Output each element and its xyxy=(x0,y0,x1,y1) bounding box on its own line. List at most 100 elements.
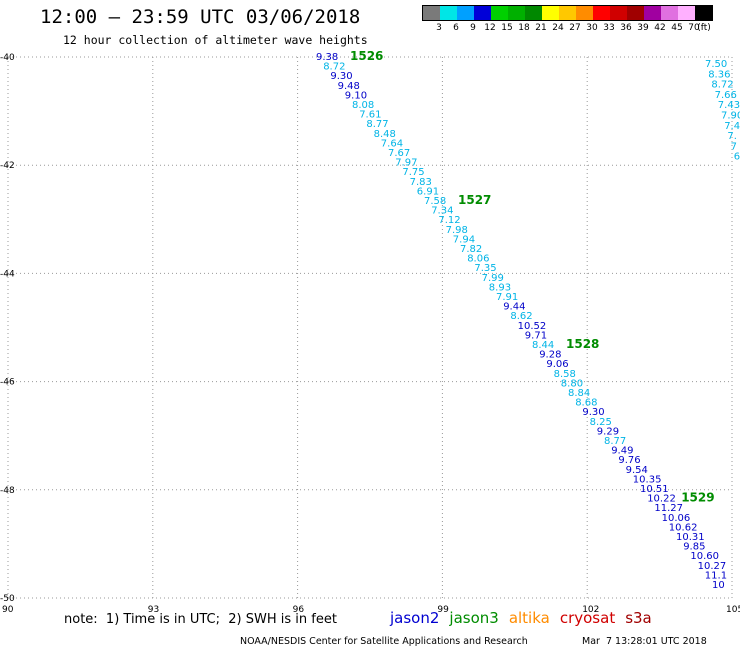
mission-label: cryosat xyxy=(559,609,616,627)
wave-height-value: 7. xyxy=(727,131,737,142)
wave-height-value: 9.49 xyxy=(611,446,633,457)
satellite-track-east: 7.508.368.727.667.437.907.47.76 xyxy=(705,59,740,163)
legend-bin-label: 12 xyxy=(484,23,496,33)
wave-height-value: 10.06 xyxy=(662,513,691,524)
longitude-tick: 96 xyxy=(293,605,305,615)
pass-time-label: 1526 xyxy=(350,49,383,63)
wave-height-value: 10.22 xyxy=(647,494,676,505)
legend-swatch xyxy=(457,6,474,20)
wave-height-value: 9.10 xyxy=(345,90,367,101)
wave-height-value: 7.66 xyxy=(715,90,737,101)
wave-height-value: 7.67 xyxy=(388,148,410,159)
wave-height-value: 7.83 xyxy=(410,177,432,188)
legend-swatch xyxy=(593,6,610,20)
longitude-tick: 105 xyxy=(726,605,740,615)
footer-note: note: 1) Time is in UTC; 2) SWH is in fe… xyxy=(64,612,337,627)
footer-credit: NOAA/NESDIS Center for Satellite Applica… xyxy=(240,636,528,647)
wave-height-value: 7.90 xyxy=(721,111,740,122)
wave-height-value: 9.06 xyxy=(546,359,568,370)
wave-height-value: 8.36 xyxy=(708,69,730,80)
wave-height-value: 10.52 xyxy=(518,321,547,332)
latitude-tick: -40 xyxy=(0,53,15,63)
legend-bin-label: 27 xyxy=(569,23,581,33)
legend-bin-label: 33 xyxy=(603,23,615,33)
legend-swatch xyxy=(559,6,576,20)
wave-height-value: 8.48 xyxy=(374,129,396,140)
longitude-tick-labels: 90 93 96 99 102 105 xyxy=(2,605,740,615)
wave-height-value: 7.98 xyxy=(446,225,468,236)
legend-swatch xyxy=(474,6,491,20)
legend-bin-label: 39 xyxy=(637,23,649,33)
legend-swatch xyxy=(678,6,695,20)
legend-swatch xyxy=(627,6,644,20)
wave-height-value: 8.77 xyxy=(604,436,626,447)
legend-unit: (ft) xyxy=(697,23,711,33)
wave-height-value: 10 xyxy=(712,580,725,591)
latitude-tick: -42 xyxy=(0,161,15,171)
mission-label: jason2 xyxy=(390,609,440,627)
legend-swatch xyxy=(423,6,440,20)
pass-time-label: 1529 xyxy=(681,491,714,505)
wave-height-value: 8.58 xyxy=(554,369,576,380)
latitude-tick: -50 xyxy=(0,594,15,604)
wave-height-value: 8.72 xyxy=(323,62,345,73)
wave-height-value: 10.51 xyxy=(640,484,669,495)
longitude-tick: 99 xyxy=(437,605,449,615)
wave-height-value: 7.94 xyxy=(453,234,475,245)
wave-height-value: 10.35 xyxy=(633,474,662,485)
page-title: 12:00 – 23:59 UTC 03/06/2018 xyxy=(40,6,361,28)
wave-height-value: 8.62 xyxy=(510,311,532,322)
wave-height-value: 10.60 xyxy=(690,551,719,562)
wave-height-value: 7.82 xyxy=(460,244,482,255)
wave-height-value: 8.44 xyxy=(532,340,554,351)
legend-bin-label: 18 xyxy=(518,23,530,33)
wave-height-value: 9.29 xyxy=(597,426,619,437)
wave-height-value: 7.50 xyxy=(705,59,727,70)
wave-height-value: 8.80 xyxy=(561,378,583,389)
wave-height-value: 7.64 xyxy=(381,138,403,149)
longitude-tick: 102 xyxy=(582,605,599,615)
legend-labels: 3 6 9 12 15 18 21 24 27 30 33 36 39 42 45 70 (ft) xyxy=(422,21,713,35)
wave-height-value: 11.27 xyxy=(654,503,683,514)
wave-height-value: 10.62 xyxy=(669,522,698,533)
legend-bin-label: 42 xyxy=(654,23,666,33)
legend-bin-label: 24 xyxy=(552,23,564,33)
legend-swatch xyxy=(695,6,712,20)
wave-height-value: 9.44 xyxy=(503,302,525,313)
wave-height-value: 9.76 xyxy=(618,455,640,466)
wave-height-value: 8.84 xyxy=(568,388,590,399)
wave-height-value: 7.97 xyxy=(395,158,417,169)
wave-height-legend: 3 6 9 12 15 18 21 24 27 30 33 36 39 42 45 70 (ft) xyxy=(422,5,713,35)
legend-swatch xyxy=(644,6,661,20)
wave-height-value: 7.35 xyxy=(474,263,496,274)
legend-bin-label: 70 xyxy=(688,23,700,33)
wave-height-value: 11.1 xyxy=(705,570,727,581)
wave-height-value: 7.12 xyxy=(438,215,460,226)
legend-bin-label: 45 xyxy=(671,23,683,33)
wave-height-value: 9.71 xyxy=(525,330,547,341)
legend-bin-label: 15 xyxy=(501,23,513,33)
wave-height-value: 10.31 xyxy=(676,532,705,543)
legend-swatch xyxy=(508,6,525,20)
wave-height-value: 6.91 xyxy=(417,186,439,197)
legend-swatch xyxy=(610,6,627,20)
mission-label: s3a xyxy=(625,609,652,627)
wave-height-value: 8.77 xyxy=(366,119,388,130)
wave-height-value: 9.30 xyxy=(330,71,352,82)
wave-height-value: 9.38 xyxy=(316,52,338,63)
legend-color-scale xyxy=(422,5,713,21)
legend-bin-label: 3 xyxy=(436,23,442,33)
footer-timestamp: Mar 7 13:28:01 UTC 2018 xyxy=(582,636,707,647)
legend-bin-label: 21 xyxy=(535,23,547,33)
legend-bin-label: 9 xyxy=(470,23,476,33)
legend-bin-label: 30 xyxy=(586,23,598,33)
latitude-tick: -44 xyxy=(0,269,15,279)
wave-height-value: 7.4 xyxy=(724,121,740,132)
latitude-tick: -48 xyxy=(0,486,15,496)
wave-height-value: 8.72 xyxy=(711,80,733,91)
wave-height-value: 7 xyxy=(731,141,737,152)
wave-height-value: 7.99 xyxy=(482,273,504,284)
satellite-track-main: 9.388.729.309.489.108.087.618.778.487.64… xyxy=(316,49,727,591)
legend-swatch xyxy=(542,6,559,20)
